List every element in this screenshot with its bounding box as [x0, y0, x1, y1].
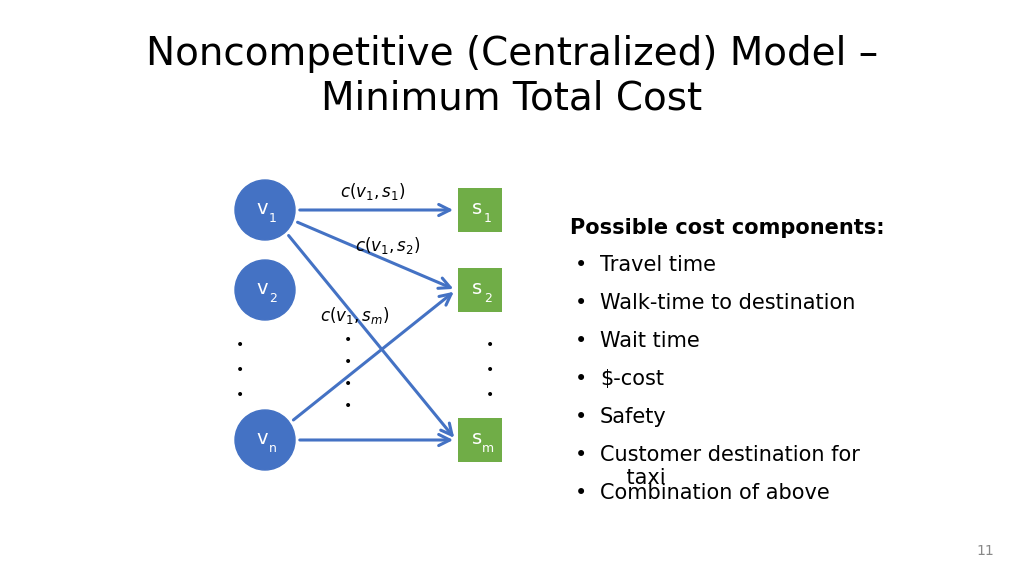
Text: 11: 11 — [976, 544, 994, 558]
Text: •: • — [236, 363, 244, 377]
Text: •: • — [575, 293, 587, 313]
Text: •: • — [485, 388, 495, 402]
Text: v: v — [256, 199, 267, 218]
Text: $-cost: $-cost — [600, 369, 664, 389]
Text: •: • — [575, 331, 587, 351]
Circle shape — [234, 180, 295, 240]
FancyBboxPatch shape — [458, 188, 502, 232]
Text: •: • — [236, 388, 244, 402]
Circle shape — [234, 410, 295, 470]
Text: •: • — [575, 369, 587, 389]
Text: s: s — [472, 199, 482, 218]
Text: •: • — [575, 445, 587, 465]
Text: Customer destination for
    taxi: Customer destination for taxi — [600, 445, 860, 488]
Text: 2: 2 — [484, 291, 492, 305]
Text: Combination of above: Combination of above — [600, 483, 829, 503]
Text: 2: 2 — [269, 291, 276, 305]
Text: •: • — [344, 333, 352, 347]
Text: •: • — [575, 407, 587, 427]
Text: v: v — [256, 279, 267, 297]
Text: •: • — [485, 363, 495, 377]
Text: n: n — [269, 441, 276, 454]
Text: Travel time: Travel time — [600, 255, 716, 275]
Text: $c(v_1,s_1)$: $c(v_1,s_1)$ — [340, 181, 406, 203]
Text: 1: 1 — [484, 211, 492, 225]
Text: Noncompetitive (Centralized) Model –: Noncompetitive (Centralized) Model – — [146, 35, 878, 73]
Text: Safety: Safety — [600, 407, 667, 427]
FancyBboxPatch shape — [458, 268, 502, 312]
Text: s: s — [472, 279, 482, 297]
Text: •: • — [575, 255, 587, 275]
Text: Wait time: Wait time — [600, 331, 699, 351]
Text: •: • — [236, 338, 244, 352]
FancyBboxPatch shape — [458, 418, 502, 462]
Text: Minimum Total Cost: Minimum Total Cost — [322, 80, 702, 118]
Text: 1: 1 — [269, 211, 276, 225]
Text: m: m — [482, 441, 494, 454]
Text: $c(v_1,s_m)$: $c(v_1,s_m)$ — [319, 305, 389, 325]
Text: v: v — [256, 429, 267, 448]
Text: •: • — [575, 483, 587, 503]
Circle shape — [234, 260, 295, 320]
Text: •: • — [344, 399, 352, 413]
Text: •: • — [344, 355, 352, 369]
Text: s: s — [472, 429, 482, 448]
Text: •: • — [344, 377, 352, 391]
Text: Walk-time to destination: Walk-time to destination — [600, 293, 855, 313]
Text: Possible cost components:: Possible cost components: — [570, 218, 885, 238]
Text: •: • — [485, 338, 495, 352]
Text: $c(v_1,s_2)$: $c(v_1,s_2)$ — [355, 234, 421, 256]
